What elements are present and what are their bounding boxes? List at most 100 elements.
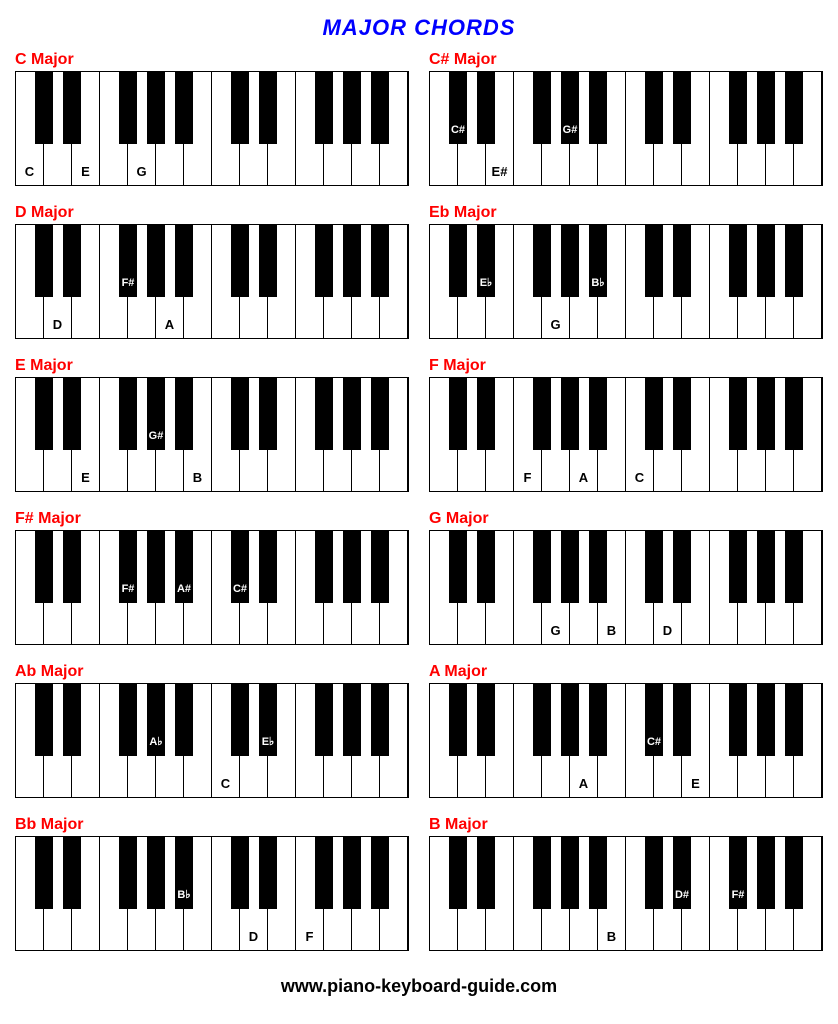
black-key (785, 72, 802, 144)
black-key (63, 837, 80, 909)
note-label: B♭ (591, 276, 604, 289)
note-label: F# (732, 889, 745, 901)
black-key (757, 837, 774, 909)
note-label: C (635, 470, 644, 485)
black-key (343, 837, 360, 909)
piano-keyboard: CA♭E♭ (15, 683, 409, 798)
note-label: B (193, 470, 202, 485)
black-key (371, 225, 388, 297)
black-key (35, 531, 52, 603)
chord-name: Eb Major (429, 204, 823, 222)
piano-keyboard: F#A#C# (15, 530, 409, 645)
chord-block: A MajorAEC# (429, 663, 823, 798)
black-key (449, 225, 466, 297)
black-key (119, 378, 136, 450)
black-key (449, 837, 466, 909)
piano-keyboard: G E♭ B♭ (429, 224, 823, 339)
black-key (785, 531, 802, 603)
black-key (231, 72, 248, 144)
black-key (673, 684, 690, 756)
black-key (673, 531, 690, 603)
chord-name: Bb Major (15, 816, 409, 834)
chord-name: C# Major (429, 51, 823, 69)
black-key (175, 72, 192, 144)
black-key (259, 72, 276, 144)
black-key (315, 378, 332, 450)
black-key (35, 378, 52, 450)
note-label: D (53, 317, 62, 332)
black-key (729, 531, 746, 603)
black-key: F# (119, 531, 136, 603)
black-key (533, 531, 550, 603)
note-label: A (579, 776, 588, 791)
chord-block: C Major CEG (15, 51, 409, 186)
piano-keyboard: DAF# (15, 224, 409, 339)
note-label: G# (149, 430, 164, 442)
black-key (673, 378, 690, 450)
black-key (533, 72, 550, 144)
note-label: E♭ (480, 276, 493, 289)
note-label: F# (122, 277, 135, 289)
black-key: C# (645, 684, 662, 756)
black-key (561, 531, 578, 603)
black-key: F# (729, 837, 746, 909)
black-key (259, 225, 276, 297)
black-key: G# (561, 72, 578, 144)
chord-block: Ab MajorCA♭E♭ (15, 663, 409, 798)
black-key (315, 72, 332, 144)
black-key (645, 531, 662, 603)
note-label: G (136, 164, 146, 179)
black-key (175, 378, 192, 450)
black-key (449, 684, 466, 756)
black-key (63, 531, 80, 603)
black-key (147, 531, 164, 603)
black-key (645, 378, 662, 450)
black-key: A♭ (147, 684, 164, 756)
black-key: D# (673, 837, 690, 909)
black-key (259, 378, 276, 450)
black-key (35, 225, 52, 297)
black-key: E♭ (477, 225, 494, 297)
note-label: G (550, 317, 560, 332)
black-key (259, 837, 276, 909)
black-key (343, 531, 360, 603)
black-key (175, 225, 192, 297)
black-key (449, 531, 466, 603)
note-label: F (306, 929, 314, 944)
black-key (757, 72, 774, 144)
chord-block: C# MajorE#C#G# (429, 51, 823, 186)
black-key (533, 684, 550, 756)
note-label: E (81, 470, 90, 485)
black-key (315, 225, 332, 297)
black-key (645, 225, 662, 297)
black-key (477, 531, 494, 603)
black-key (147, 72, 164, 144)
black-key (449, 378, 466, 450)
black-key (561, 225, 578, 297)
chord-block: G MajorGBD (429, 510, 823, 645)
black-key (147, 225, 164, 297)
black-key: F# (119, 225, 136, 297)
chord-name: C Major (15, 51, 409, 69)
black-key (561, 684, 578, 756)
chord-name: G Major (429, 510, 823, 528)
black-key (477, 837, 494, 909)
black-key (119, 684, 136, 756)
black-key (63, 72, 80, 144)
piano-keyboard: BD#F# (429, 836, 823, 951)
chord-name: A Major (429, 663, 823, 681)
piano-keyboard: CEG (15, 71, 409, 186)
black-key (589, 378, 606, 450)
black-key: G# (147, 378, 164, 450)
black-key (371, 684, 388, 756)
black-key (729, 72, 746, 144)
black-key (231, 378, 248, 450)
chord-block: Bb MajorDFB♭ (15, 816, 409, 951)
note-label: A♭ (149, 735, 162, 748)
note-label: C# (451, 124, 465, 136)
note-label: F# (122, 583, 135, 595)
black-key (785, 378, 802, 450)
note-label: G (550, 623, 560, 638)
chord-name: E Major (15, 357, 409, 375)
black-key (729, 225, 746, 297)
